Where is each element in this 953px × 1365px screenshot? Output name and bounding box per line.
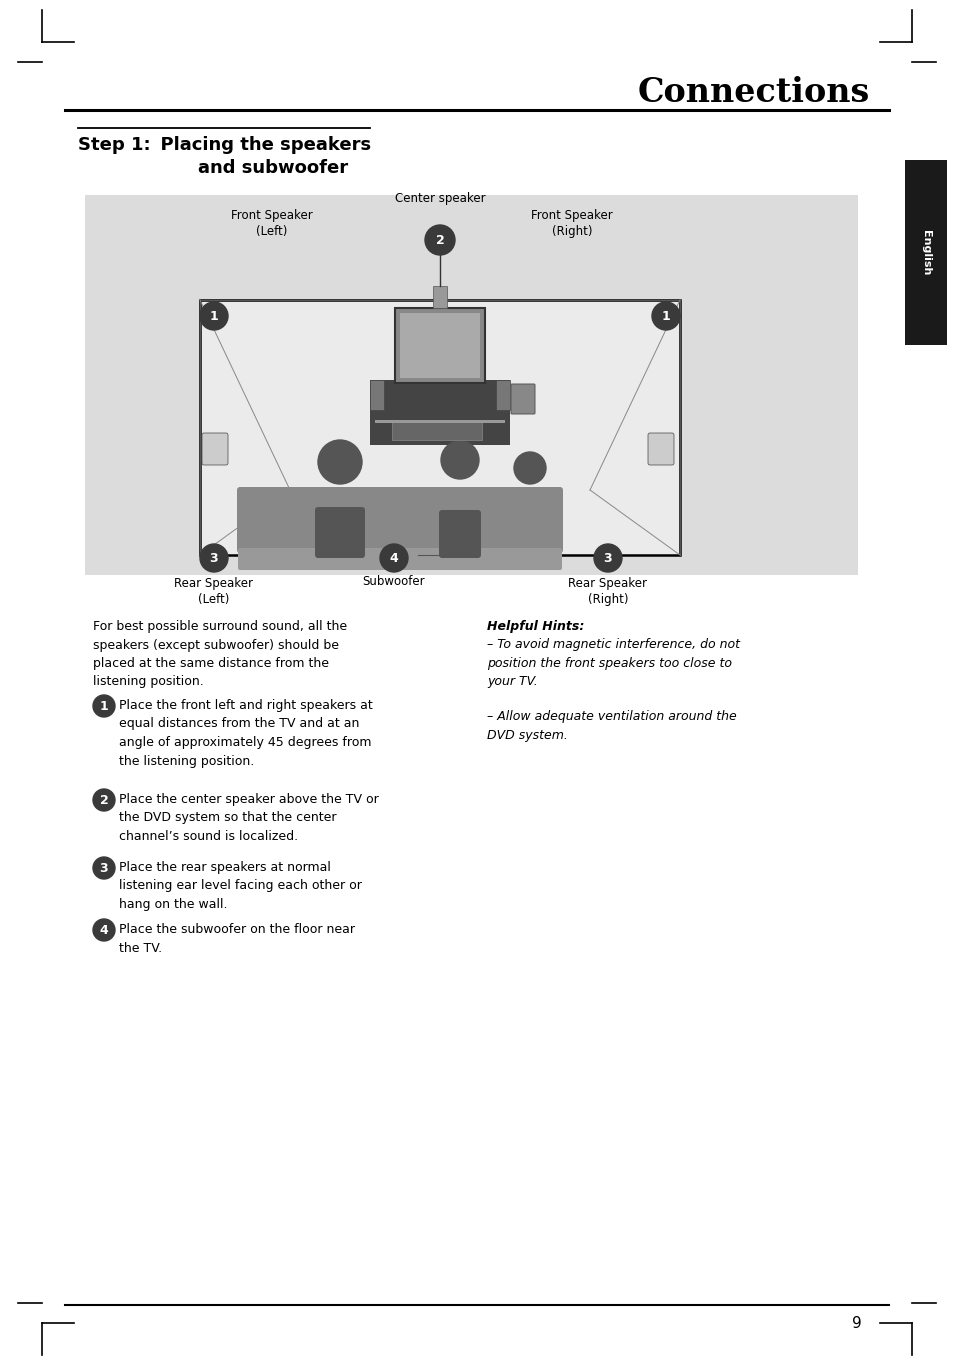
Text: Helpful Hints:: Helpful Hints:: [486, 620, 584, 633]
Circle shape: [379, 545, 408, 572]
FancyBboxPatch shape: [314, 506, 365, 558]
Text: 2: 2: [99, 793, 109, 807]
FancyBboxPatch shape: [438, 511, 480, 558]
FancyBboxPatch shape: [433, 287, 447, 308]
FancyBboxPatch shape: [200, 300, 679, 556]
FancyBboxPatch shape: [237, 547, 561, 571]
Text: Place the rear speakers at normal
listening ear level facing each other or
hang : Place the rear speakers at normal listen…: [119, 861, 361, 910]
Circle shape: [200, 545, 228, 572]
Text: 9: 9: [851, 1316, 862, 1331]
FancyBboxPatch shape: [904, 160, 946, 345]
Text: Center speaker: Center speaker: [395, 192, 485, 205]
Text: Rear Speaker
(Right): Rear Speaker (Right): [568, 577, 647, 606]
Circle shape: [92, 789, 115, 811]
Text: and subwoofer: and subwoofer: [148, 158, 348, 177]
Circle shape: [440, 441, 478, 479]
Text: Subwoofer: Subwoofer: [362, 575, 425, 588]
FancyBboxPatch shape: [496, 379, 510, 410]
Text: Place the front left and right speakers at
equal distances from the TV and at an: Place the front left and right speakers …: [119, 699, 373, 767]
Text: 3: 3: [603, 551, 612, 565]
Text: Front Speaker
(Left): Front Speaker (Left): [231, 209, 313, 238]
FancyBboxPatch shape: [511, 384, 535, 414]
Text: Connections: Connections: [638, 75, 869, 108]
FancyBboxPatch shape: [399, 313, 479, 378]
Text: Front Speaker
(Right): Front Speaker (Right): [531, 209, 612, 238]
Text: 1: 1: [661, 310, 670, 322]
FancyBboxPatch shape: [236, 487, 562, 553]
Circle shape: [424, 225, 455, 255]
Circle shape: [594, 545, 621, 572]
Circle shape: [514, 452, 545, 485]
Text: English: English: [920, 229, 930, 276]
Text: Place the subwoofer on the floor near
the TV.: Place the subwoofer on the floor near th…: [119, 923, 355, 954]
FancyBboxPatch shape: [370, 379, 384, 410]
Text: Place the center speaker above the TV or
the DVD system so that the center
chann: Place the center speaker above the TV or…: [119, 793, 378, 844]
FancyBboxPatch shape: [392, 420, 481, 440]
Text: 4: 4: [99, 924, 109, 936]
Circle shape: [200, 302, 228, 330]
Circle shape: [92, 857, 115, 879]
FancyBboxPatch shape: [202, 433, 228, 465]
Text: Rear Speaker
(Left): Rear Speaker (Left): [174, 577, 253, 606]
Text: For best possible surround sound, all the
speakers (except subwoofer) should be
: For best possible surround sound, all th…: [92, 620, 347, 688]
FancyBboxPatch shape: [647, 433, 673, 465]
Circle shape: [92, 919, 115, 940]
Text: – Allow adequate ventilation around the
DVD system.: – Allow adequate ventilation around the …: [486, 710, 736, 741]
Text: 2: 2: [436, 233, 444, 247]
Text: – To avoid magnetic interference, do not
position the front speakers too close t: – To avoid magnetic interference, do not…: [486, 637, 740, 688]
Circle shape: [651, 302, 679, 330]
Text: 3: 3: [210, 551, 218, 565]
Text: 1: 1: [99, 699, 109, 713]
Text: Placing the speakers: Placing the speakers: [148, 136, 371, 154]
FancyBboxPatch shape: [370, 379, 510, 445]
FancyBboxPatch shape: [375, 420, 504, 423]
Text: 3: 3: [99, 861, 109, 875]
Text: 4: 4: [389, 551, 398, 565]
Circle shape: [92, 695, 115, 717]
Text: Step 1:: Step 1:: [78, 136, 151, 154]
Text: 1: 1: [210, 310, 218, 322]
FancyBboxPatch shape: [85, 195, 857, 575]
Circle shape: [317, 440, 361, 485]
FancyBboxPatch shape: [395, 308, 484, 384]
